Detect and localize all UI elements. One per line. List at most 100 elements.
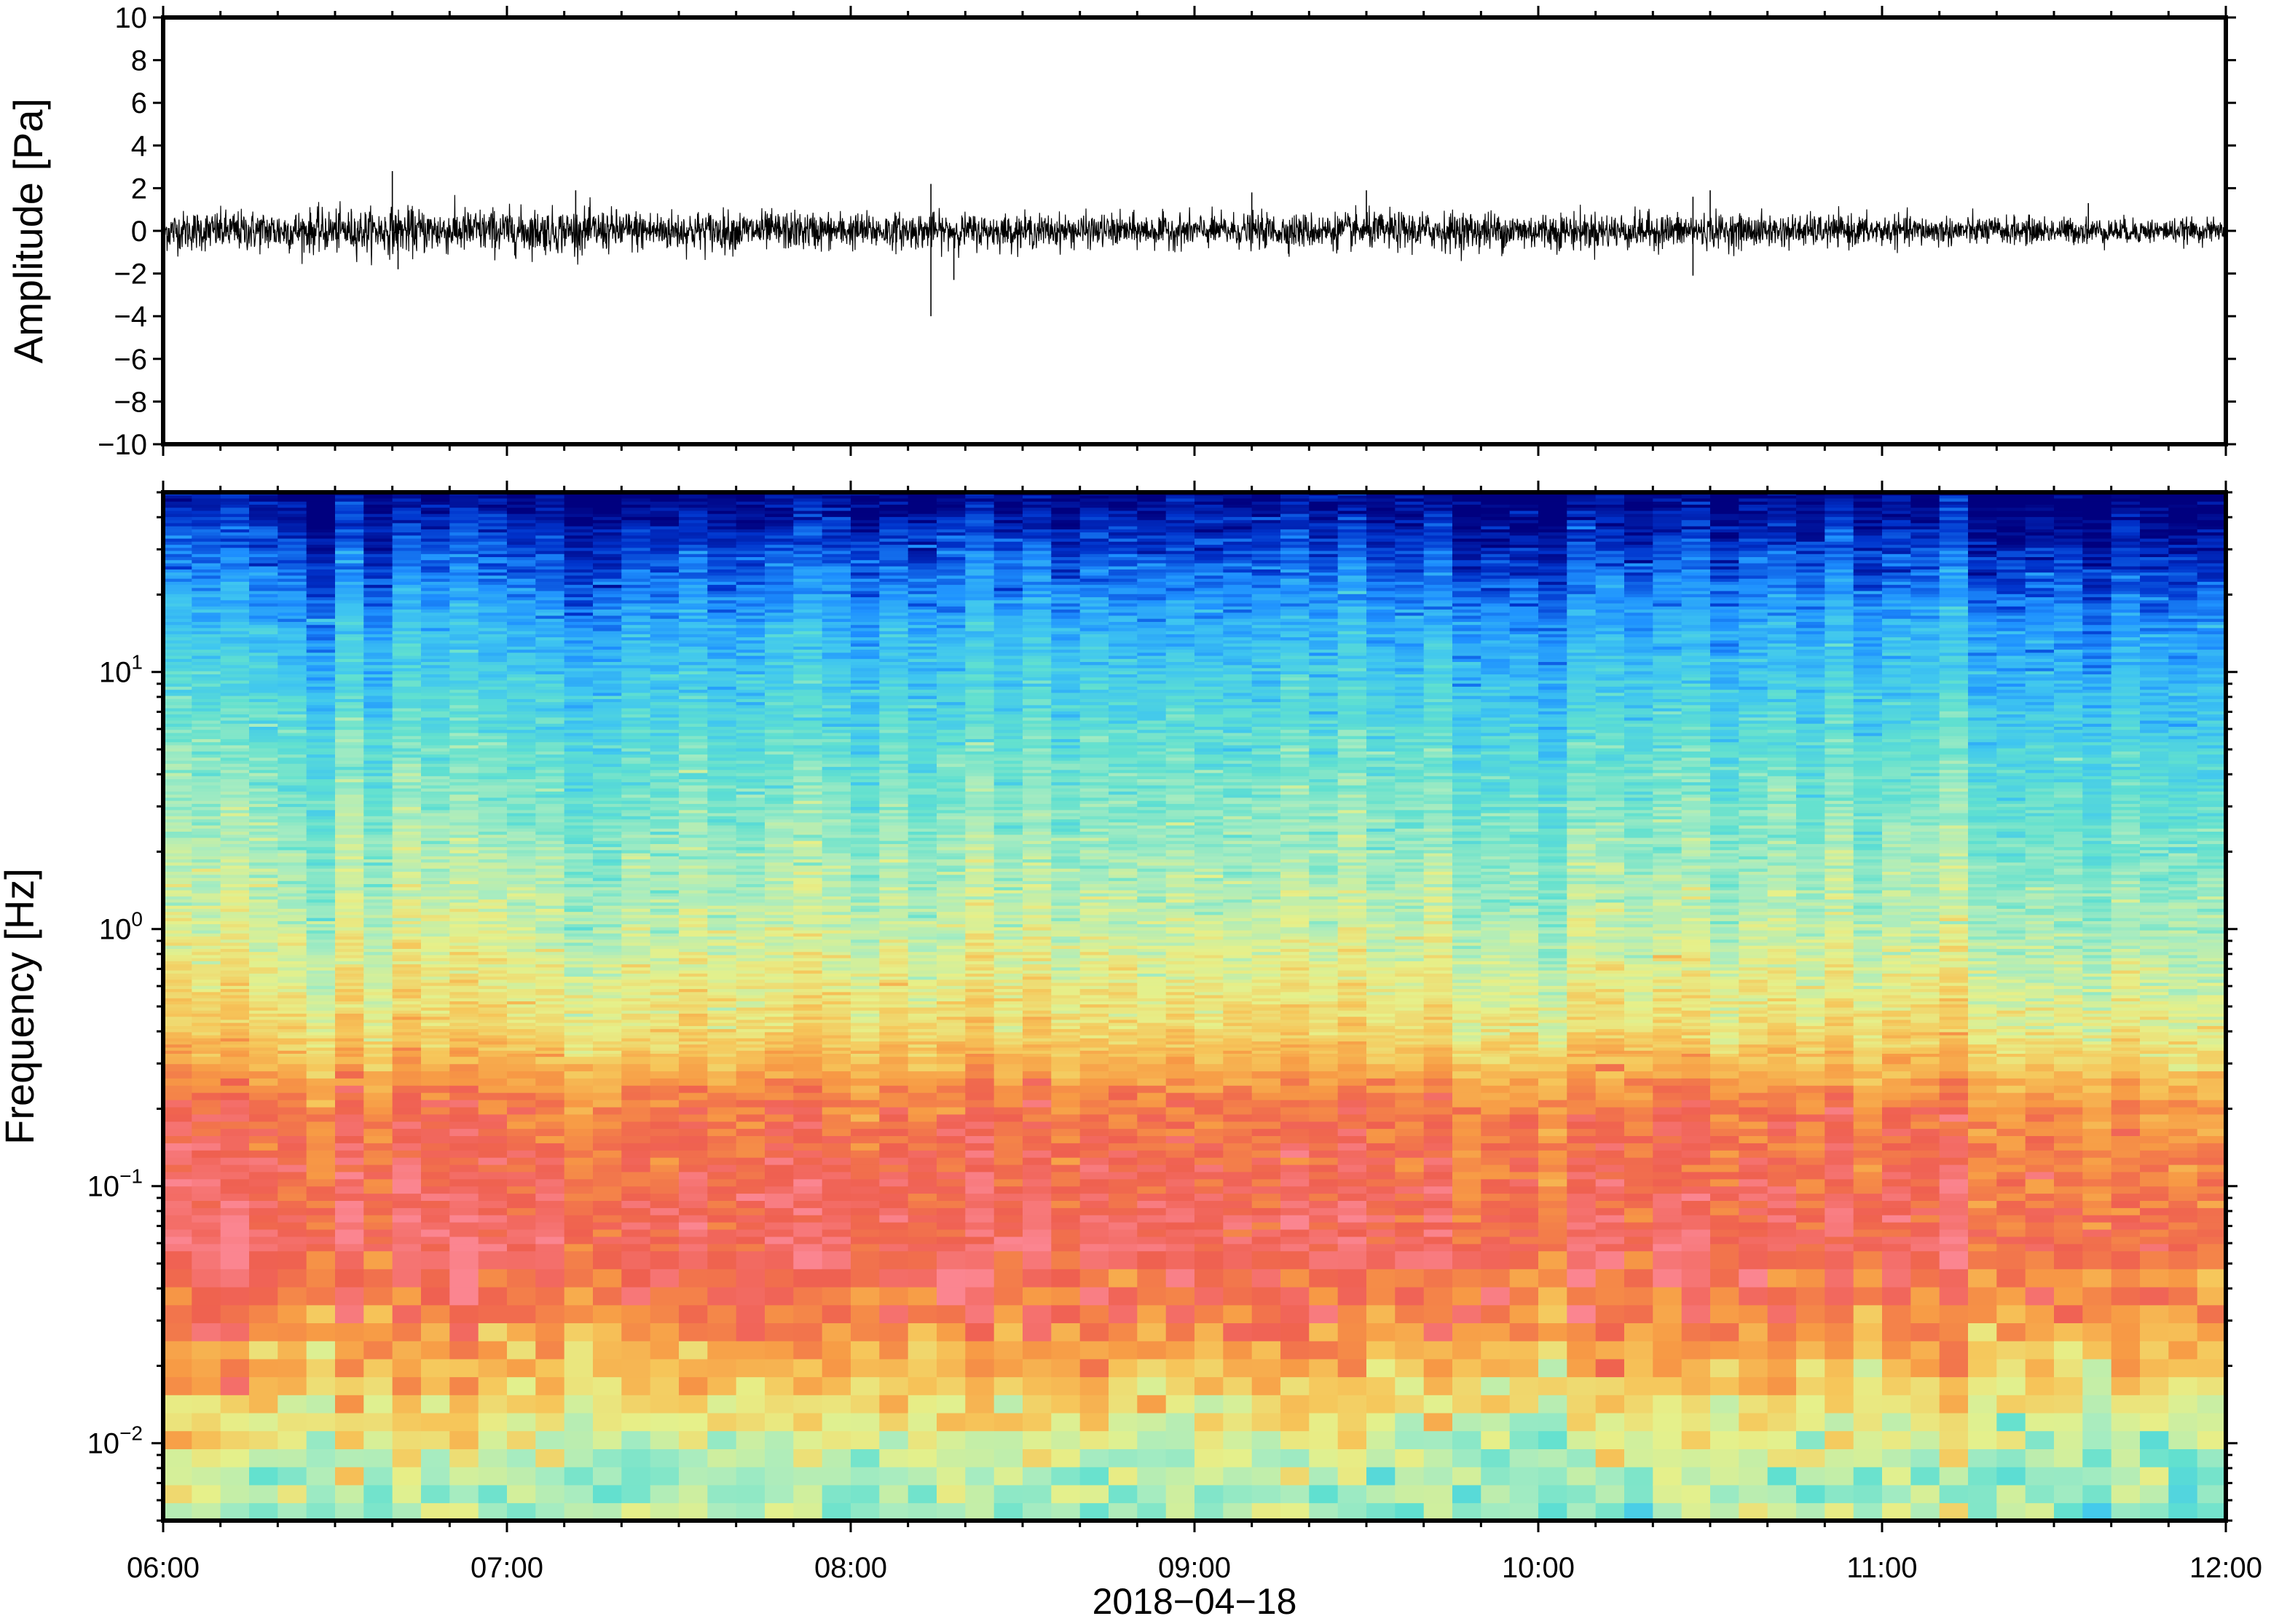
spectrogram-cell xyxy=(593,594,623,598)
spectrogram-cell xyxy=(363,1025,393,1030)
spectrogram-cell xyxy=(449,1044,479,1048)
spectrogram-cell xyxy=(249,763,279,768)
spectrogram-cell xyxy=(192,1031,221,1036)
spectrogram-cell xyxy=(535,1006,565,1011)
spectrogram-cell xyxy=(278,556,307,561)
spectrogram-cell xyxy=(707,929,737,934)
spectrogram-cell xyxy=(278,766,307,770)
spectrogram-cell xyxy=(335,1395,365,1414)
spectrogram-cell xyxy=(507,1025,537,1030)
spectrogram-cell xyxy=(392,1221,422,1230)
spectrogram-cell xyxy=(621,917,651,921)
spectrogram-cell xyxy=(564,1092,594,1100)
spectrogram-cell xyxy=(335,671,365,674)
spectrogram-cell xyxy=(306,537,336,542)
spectrogram-cell xyxy=(564,757,594,761)
spectrogram-cell xyxy=(449,649,479,653)
spectrogram-cell xyxy=(621,883,651,888)
spectrogram-cell xyxy=(765,1236,795,1245)
spectrogram-cell xyxy=(306,883,336,888)
spectrogram-cell xyxy=(249,766,279,770)
spectrogram-cell xyxy=(163,1323,193,1341)
spectrogram-cell xyxy=(192,599,221,604)
spectrogram-cell xyxy=(564,547,594,551)
spectrogram-cell xyxy=(707,1001,737,1005)
spectrogram-cell xyxy=(736,886,765,891)
spectrogram-cell xyxy=(335,889,365,894)
spectrogram-cell xyxy=(564,1286,594,1306)
spectrogram-cell xyxy=(249,707,279,712)
spectrogram-cell xyxy=(421,494,451,499)
spectrogram-cell xyxy=(707,1019,737,1023)
spectrogram-cell xyxy=(335,772,365,776)
spectrogram-cell xyxy=(220,1085,250,1093)
spectrogram-cell xyxy=(650,893,680,896)
spectrogram-cell xyxy=(507,877,537,881)
spectrogram-cell xyxy=(593,578,623,582)
spectrogram-cell xyxy=(507,566,537,569)
spectrogram-cell xyxy=(306,1135,336,1143)
spectrogram-cell xyxy=(679,602,709,607)
spectrogram-cell xyxy=(278,988,307,993)
spectrogram-cell xyxy=(650,738,680,743)
spectrogram-cell xyxy=(650,553,680,557)
spectrogram-cell xyxy=(535,667,565,671)
spectrogram-cell xyxy=(335,547,365,551)
spectrogram-cell xyxy=(736,1323,765,1341)
spectrogram-cell xyxy=(192,704,221,709)
spectrogram-cell xyxy=(306,1031,336,1036)
spectrogram-cell xyxy=(220,1269,250,1288)
spectrogram-cell xyxy=(192,575,221,579)
spectrogram-cell xyxy=(220,757,250,761)
spectrogram-cell xyxy=(278,1143,307,1151)
spectrogram-cell xyxy=(192,760,221,764)
spectrogram-cell xyxy=(278,908,307,912)
spectrogram-cell xyxy=(335,926,365,931)
spectrogram-cell xyxy=(392,874,422,878)
spectrogram-cell xyxy=(593,754,623,758)
spectrogram-cell xyxy=(335,602,365,607)
spectrogram-cell xyxy=(593,599,623,604)
spectrogram-cell xyxy=(535,751,565,755)
spectrogram-cell xyxy=(220,1001,250,1005)
spectrogram-cell xyxy=(707,1046,737,1051)
spectrogram-cell xyxy=(765,1022,795,1026)
spectrogram-cell xyxy=(564,664,594,669)
spectrogram-cell xyxy=(249,1358,279,1378)
spectrogram-cell xyxy=(306,636,336,641)
spectrogram-cell xyxy=(736,497,765,502)
spectrogram-cell xyxy=(363,899,393,903)
spectrogram-cell xyxy=(306,1004,336,1008)
spectrogram-cell xyxy=(593,945,623,949)
spectrogram-cell xyxy=(163,609,193,613)
spectrogram-cell xyxy=(306,1078,336,1086)
spectrogram-cell xyxy=(278,494,307,499)
spectrogram-cell xyxy=(507,1150,537,1158)
spectrogram-cell xyxy=(564,963,594,968)
spectrogram-cell xyxy=(249,917,279,921)
spectrogram-cell xyxy=(535,655,565,659)
spectrogram-cell xyxy=(192,1113,221,1122)
spectrogram-cell xyxy=(679,537,709,542)
spectrogram-cell xyxy=(421,519,451,524)
spectrogram-cell xyxy=(564,494,594,499)
spectrogram-cell xyxy=(564,741,594,746)
spectrogram-cell xyxy=(335,991,365,996)
spectrogram-cell xyxy=(192,504,221,508)
spectrogram-cell xyxy=(421,942,451,946)
spectrogram-cell xyxy=(478,572,508,576)
spectrogram-cell xyxy=(736,692,765,696)
spectrogram-cell xyxy=(478,537,508,542)
spectrogram-cell xyxy=(192,899,221,903)
spectrogram-cell xyxy=(392,902,422,906)
spectrogram-cell xyxy=(392,1128,422,1136)
spectrogram-cell xyxy=(449,735,479,739)
spectrogram-cell xyxy=(306,877,336,881)
spectrogram-cell xyxy=(650,596,680,601)
spectrogram-cell xyxy=(535,1304,565,1323)
spectrogram-cell xyxy=(192,751,221,755)
spectrogram-cell xyxy=(249,1099,279,1108)
spectrogram-cell xyxy=(192,630,221,634)
spectrogram-cell xyxy=(421,707,451,712)
spectrogram-cell xyxy=(507,1092,537,1100)
